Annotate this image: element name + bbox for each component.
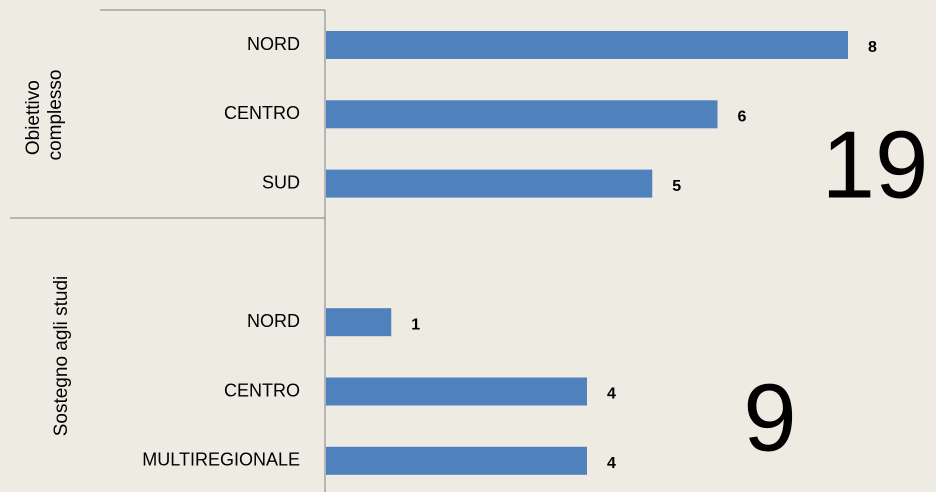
value-label: 4 [607, 455, 616, 472]
value-label: 8 [868, 39, 877, 56]
bar [326, 169, 653, 198]
category-label: SUD [262, 172, 300, 192]
group-label: Obiettivo complesso [23, 70, 66, 161]
group-label: Sostegno agli studi [51, 276, 72, 437]
bar [326, 31, 848, 59]
value-label: 6 [738, 109, 747, 126]
category-label: CENTRO [224, 103, 300, 123]
category-label: CENTRO [224, 380, 300, 400]
bar [326, 308, 392, 337]
group-total: 9 [743, 364, 796, 471]
bar [326, 446, 587, 475]
category-label: MULTIREGIONALE [142, 450, 300, 470]
category-label: NORD [247, 34, 300, 54]
bar [326, 100, 718, 129]
bar [326, 377, 587, 406]
value-label: 4 [607, 386, 616, 403]
group-total: 19 [822, 111, 929, 218]
value-label: 5 [672, 178, 681, 195]
value-label: 1 [411, 316, 420, 333]
category-label: NORD [247, 311, 300, 331]
